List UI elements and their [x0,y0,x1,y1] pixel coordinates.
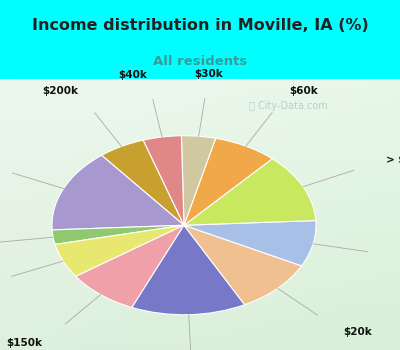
Wedge shape [102,140,184,225]
Wedge shape [132,225,245,315]
Wedge shape [184,220,316,266]
Text: Income distribution in Moville, IA (%): Income distribution in Moville, IA (%) [32,18,368,33]
Text: $30k: $30k [194,69,223,79]
Text: $60k: $60k [289,86,318,96]
Text: $40k: $40k [118,70,147,80]
Wedge shape [143,136,184,225]
Text: $150k: $150k [6,338,42,348]
Wedge shape [55,225,184,276]
Wedge shape [76,225,184,307]
Wedge shape [184,225,302,305]
Wedge shape [52,225,184,244]
Wedge shape [184,138,272,225]
Wedge shape [184,159,316,225]
Text: $200k: $200k [42,86,78,97]
Wedge shape [52,155,184,230]
Text: $20k: $20k [343,327,372,337]
Wedge shape [182,136,216,225]
Text: > $200k: > $200k [386,155,400,165]
Text: ⓘ City-Data.com: ⓘ City-Data.com [249,101,327,111]
Text: All residents: All residents [153,55,247,68]
